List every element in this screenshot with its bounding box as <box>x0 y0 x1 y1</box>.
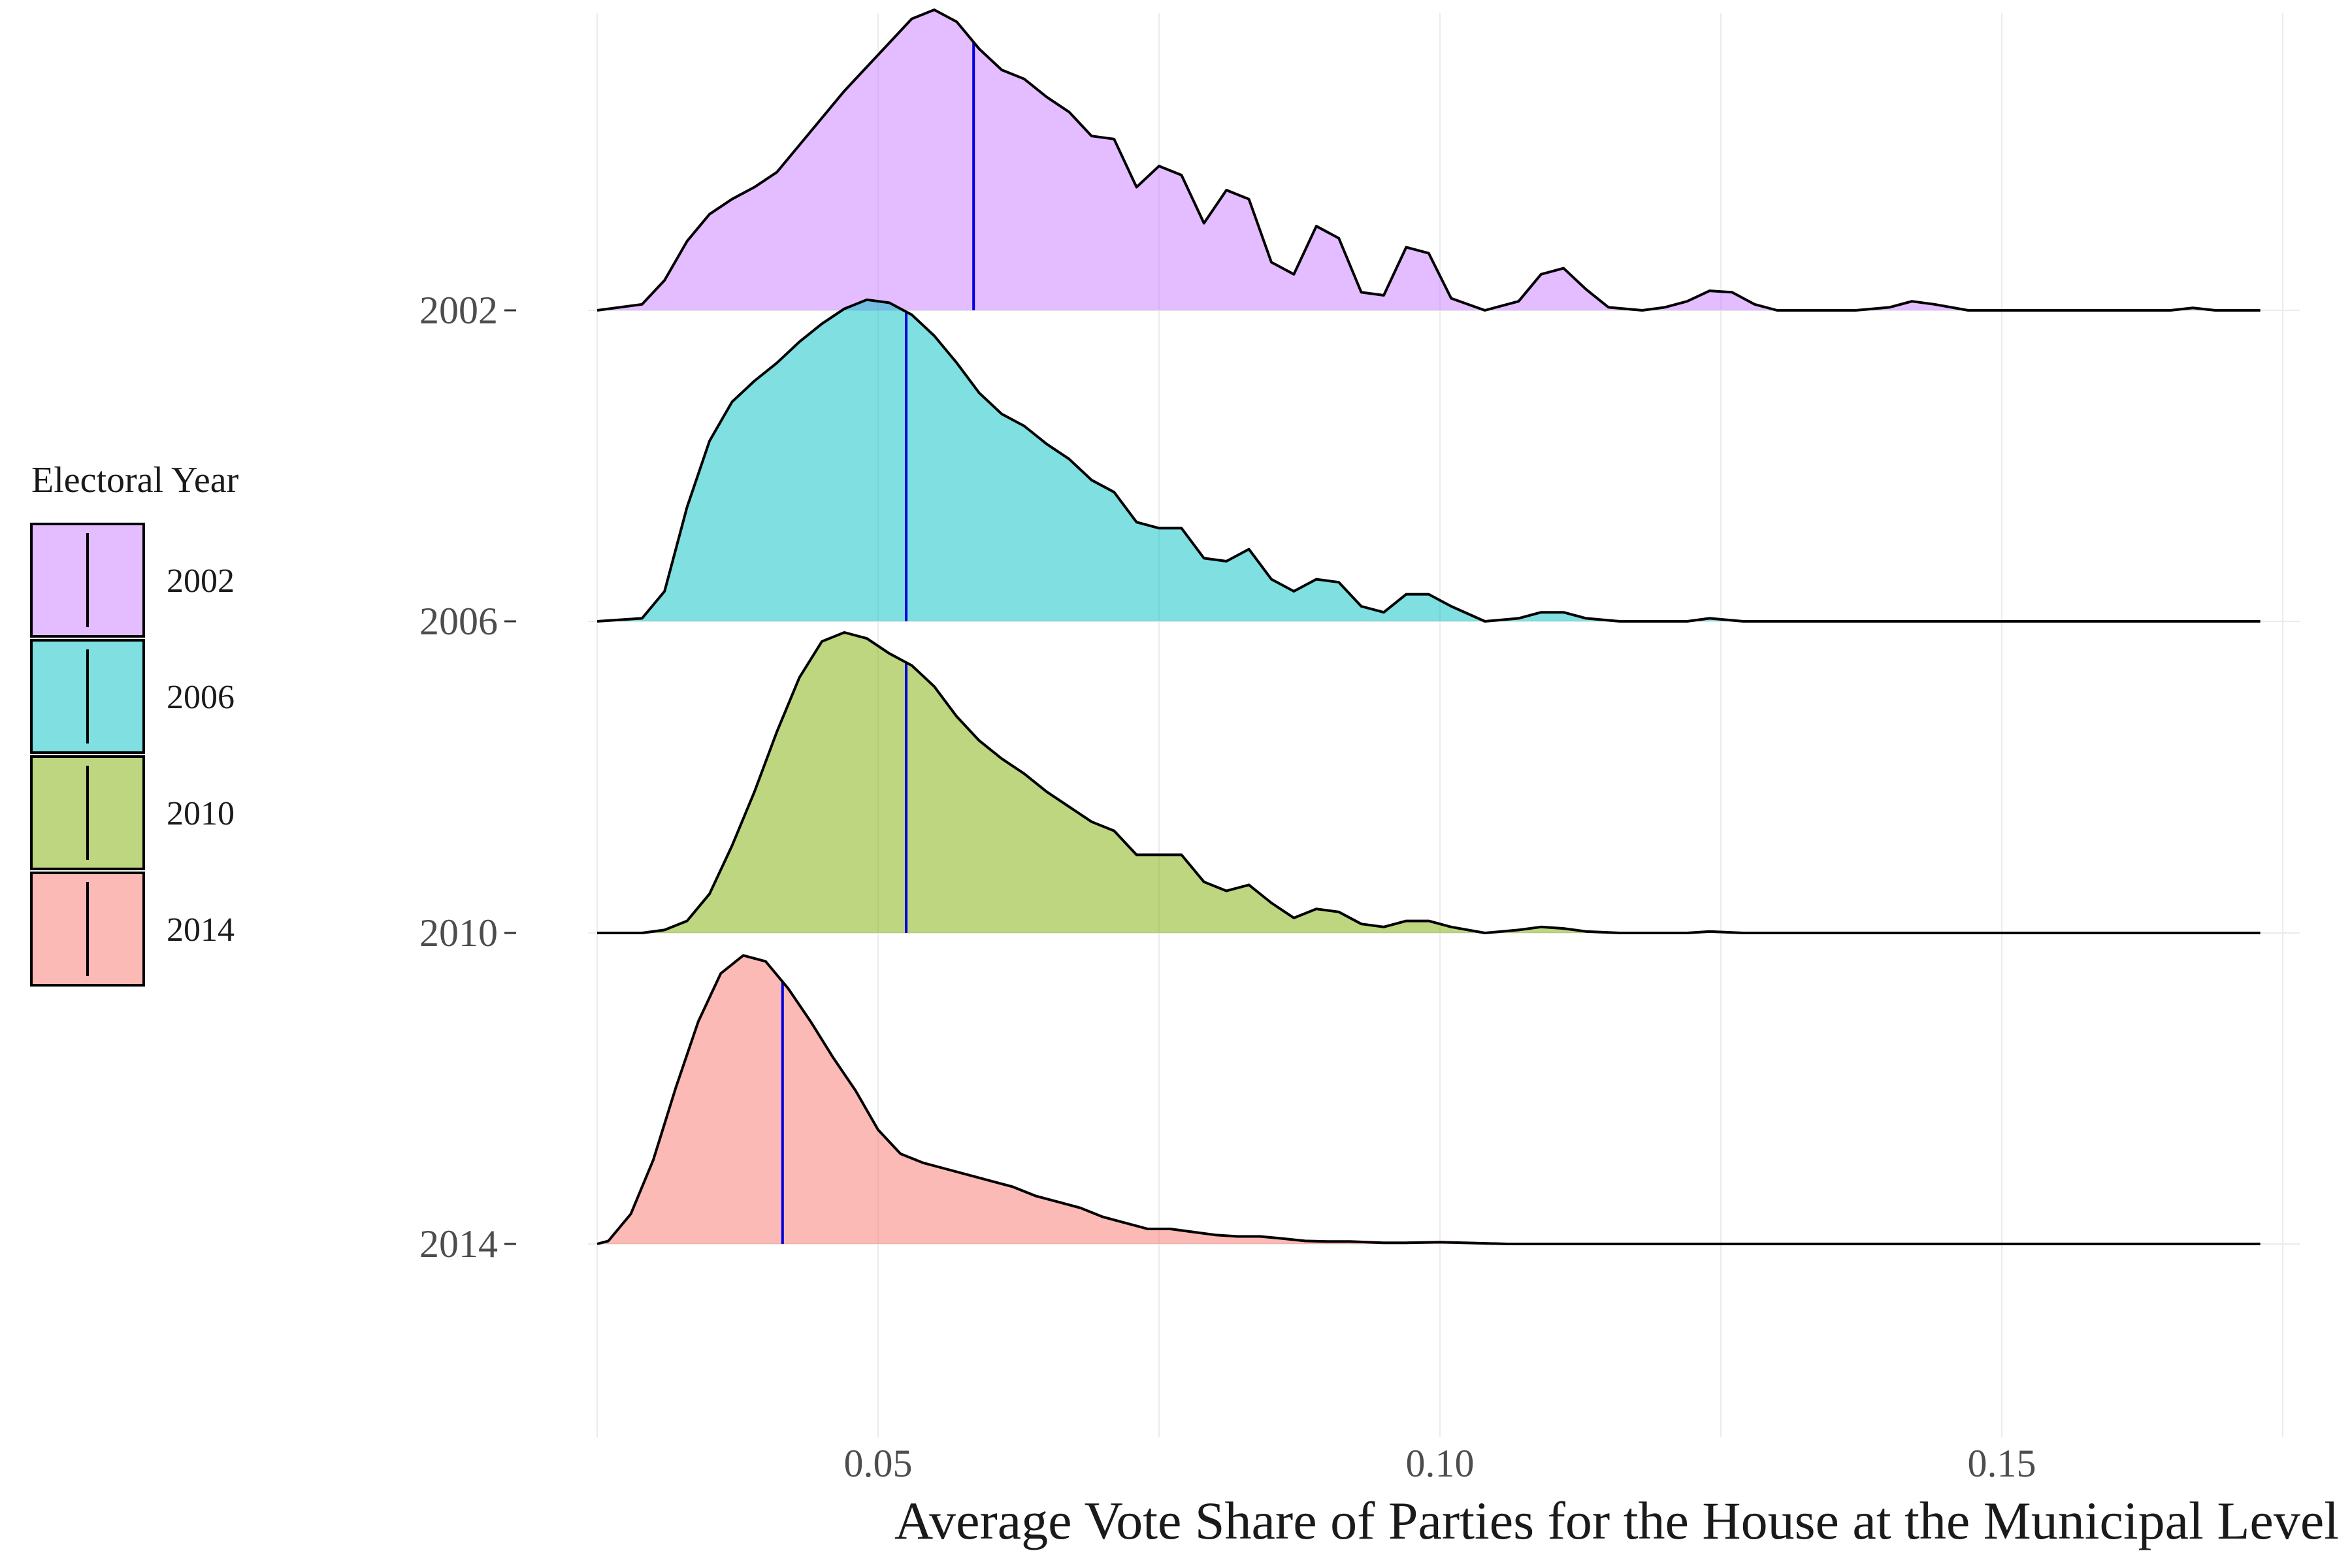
x-axis-ticks: 0.05 0.10 0.15 <box>844 1442 2036 1485</box>
y-axis-ticks: 2002 2006 2010 2014 <box>419 289 516 1266</box>
legend-item-2010: 2010 <box>30 755 235 870</box>
legend-label: 2002 <box>167 563 235 600</box>
density-outline-2002 <box>596 8 2261 312</box>
legend: Electoral Year 2002 2006 2010 2014 <box>30 460 239 987</box>
density-ridges <box>596 8 2261 1245</box>
ridge-2002 <box>596 8 2261 312</box>
y-tick-label: 2002 <box>419 289 498 332</box>
legend-item-2002: 2002 <box>30 523 235 638</box>
x-tick-label: 0.15 <box>1968 1442 2036 1485</box>
legend-label: 2010 <box>167 795 235 832</box>
density-area-2002 <box>597 10 2261 310</box>
density-area-2006 <box>597 299 2261 621</box>
y-tick-label: 2010 <box>419 911 498 955</box>
legend-item-2006: 2006 <box>30 639 235 754</box>
y-tick-label: 2006 <box>419 600 498 643</box>
ridge-2010 <box>597 631 2261 934</box>
y-tick-label: 2014 <box>419 1222 498 1266</box>
ridge-2006 <box>596 298 2261 623</box>
density-outline-2006 <box>596 298 2261 623</box>
x-tick-label: 0.05 <box>844 1442 913 1485</box>
legend-label: 2014 <box>167 911 235 949</box>
legend-label: 2006 <box>167 679 235 716</box>
legend-title: Electoral Year <box>31 460 239 500</box>
legend-item-2014: 2014 <box>30 872 235 987</box>
density-area-2010 <box>597 632 2261 933</box>
density-outline-2010 <box>597 631 2261 934</box>
density-outline-2014 <box>596 954 2261 1245</box>
ridge-2014 <box>596 954 2261 1245</box>
x-tick-label: 0.10 <box>1406 1442 1475 1485</box>
density-area-2014 <box>597 955 2261 1244</box>
x-axis-title: Average Vote Share of Parties for the Ho… <box>894 1491 2339 1550</box>
